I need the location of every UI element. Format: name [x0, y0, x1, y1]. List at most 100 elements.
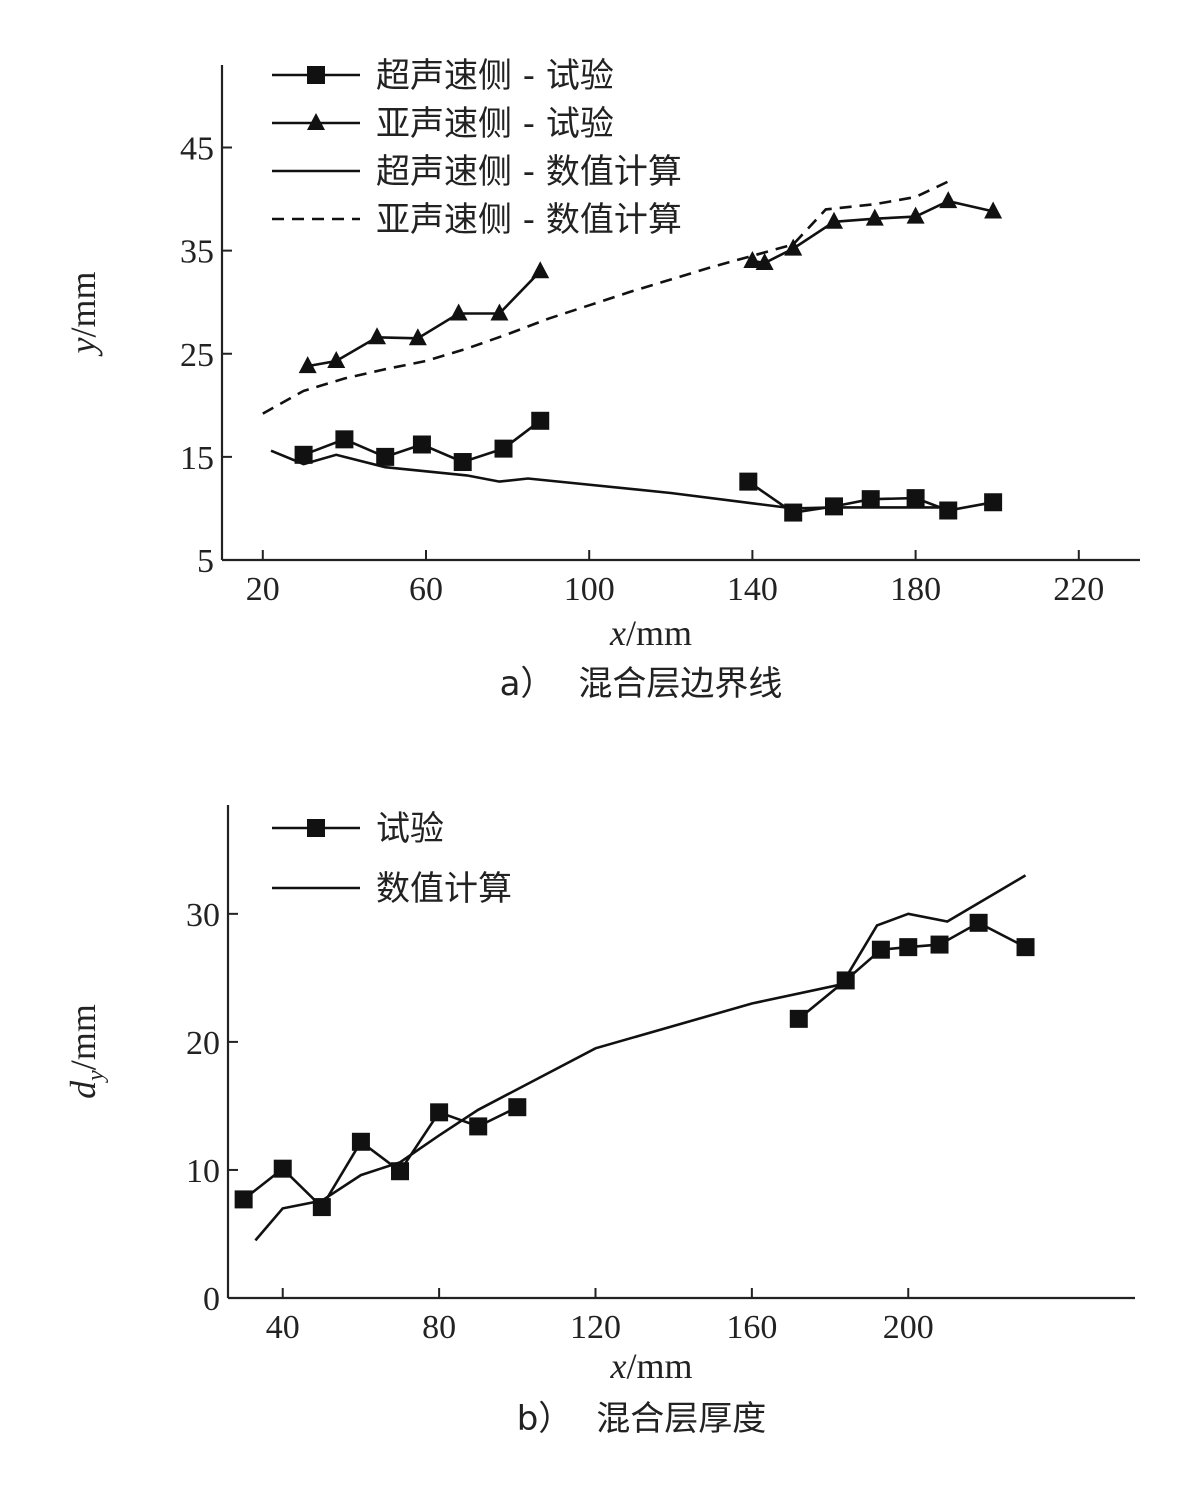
- x-axis-label: x/mm: [609, 613, 692, 653]
- x-axis-label-var: x: [610, 1346, 627, 1386]
- legend-item: 试验: [272, 809, 444, 849]
- legend-marker: [307, 819, 325, 837]
- series-line: [262, 180, 949, 415]
- series-4: [262, 180, 949, 415]
- y-axis-label-var: d: [63, 1080, 103, 1099]
- series-line: [270, 449, 957, 512]
- caption-text: 混合层边界线: [578, 664, 782, 704]
- legend-marker: [307, 66, 325, 84]
- data-point: [412, 435, 431, 454]
- x-axis-label: x/mm: [610, 1346, 693, 1386]
- data-point: [508, 1098, 527, 1117]
- data-point: [368, 327, 387, 345]
- x-tick-label: 140: [727, 571, 778, 608]
- y-axis-label: y/mm: [63, 272, 103, 357]
- legend-item: 数值计算: [272, 869, 512, 909]
- y-axis-label-var: y: [63, 338, 103, 357]
- data-point: [784, 238, 803, 256]
- data-point: [449, 303, 468, 321]
- data-point: [430, 1103, 449, 1122]
- y-tick-label: 0: [203, 1281, 220, 1318]
- figure-caption: b） 混合层厚度: [517, 1399, 767, 1439]
- legend-item: 亚声速侧 - 试验: [272, 104, 614, 144]
- data-point: [755, 253, 774, 270]
- x-axis-label-unit: /mm: [626, 613, 692, 653]
- data-point: [351, 1132, 370, 1151]
- x-tick-label: 200: [883, 1309, 934, 1346]
- data-point: [490, 303, 509, 321]
- legend-label: 数值计算: [376, 869, 512, 909]
- legend-label: 超声速侧 - 数值计算: [376, 152, 682, 192]
- data-point: [906, 206, 925, 224]
- data-point: [298, 356, 317, 374]
- data-point: [743, 250, 762, 268]
- data-point: [273, 1159, 292, 1178]
- data-point: [234, 1190, 253, 1209]
- y-tick-label: 45: [180, 131, 214, 168]
- legend-label: 亚声速侧 - 数值计算: [376, 200, 682, 240]
- data-point: [1016, 938, 1035, 957]
- figure-caption: a） 混合层边界线: [500, 664, 783, 704]
- data-point: [939, 501, 958, 520]
- y-axis-label-unit: /mm: [63, 1004, 103, 1070]
- series-1: [234, 913, 1035, 1217]
- y-tick-label: 5: [197, 543, 214, 580]
- x-tick-label: 80: [422, 1309, 456, 1346]
- data-point: [335, 430, 354, 449]
- data-point: [871, 940, 890, 959]
- legend-item: 超声速侧 - 数值计算: [272, 152, 682, 192]
- data-point: [376, 447, 395, 466]
- data-point: [789, 1009, 808, 1028]
- legend-item: 超声速侧 - 试验: [272, 56, 614, 96]
- y-tick-label: 25: [180, 337, 214, 374]
- caption-index: a）: [500, 664, 555, 704]
- data-point: [391, 1162, 410, 1181]
- legend-item: 亚声速侧 - 数值计算: [272, 200, 682, 240]
- legend-label: 试验: [376, 809, 444, 849]
- data-point: [861, 490, 880, 509]
- data-point: [294, 445, 313, 464]
- legend-label: 亚声速侧 - 试验: [376, 104, 614, 144]
- y-axis-label-sub: y: [83, 1070, 109, 1083]
- x-tick-label: 120: [570, 1309, 621, 1346]
- data-point: [899, 938, 918, 957]
- data-point: [494, 439, 513, 458]
- data-point: [930, 935, 949, 954]
- y-tick-label: 20: [186, 1025, 220, 1062]
- y-axis-label-unit: /mm: [63, 272, 103, 338]
- x-tick-label: 40: [266, 1309, 300, 1346]
- data-point: [739, 472, 758, 491]
- x-tick-label: 220: [1053, 571, 1104, 608]
- series-2: [254, 874, 1027, 1242]
- y-tick-label: 35: [180, 234, 214, 271]
- data-point: [836, 971, 855, 990]
- data-point: [453, 453, 472, 472]
- data-point: [531, 261, 550, 279]
- caption-text: 混合层厚度: [596, 1399, 766, 1439]
- x-axis-label-var: x: [609, 613, 626, 653]
- data-point: [825, 211, 843, 229]
- x-tick-label: 180: [890, 571, 941, 608]
- y-tick-label: 30: [186, 897, 220, 934]
- y-tick-label: 15: [180, 440, 214, 477]
- series-2: [298, 191, 1003, 374]
- data-point: [984, 201, 1003, 219]
- data-point: [784, 503, 803, 522]
- data-point: [939, 191, 958, 209]
- x-tick-label: 160: [726, 1309, 777, 1346]
- y-axis-label: dy/mm: [63, 1004, 109, 1099]
- data-point: [984, 493, 1003, 512]
- data-point: [469, 1117, 488, 1136]
- data-point: [906, 489, 925, 508]
- x-tick-label: 60: [409, 571, 443, 608]
- y-tick-label: 10: [186, 1153, 220, 1190]
- legend-label: 超声速侧 - 试验: [376, 56, 614, 96]
- data-point: [408, 328, 427, 346]
- legend-marker: [307, 113, 325, 130]
- series-3: [270, 449, 957, 512]
- data-point: [865, 208, 884, 226]
